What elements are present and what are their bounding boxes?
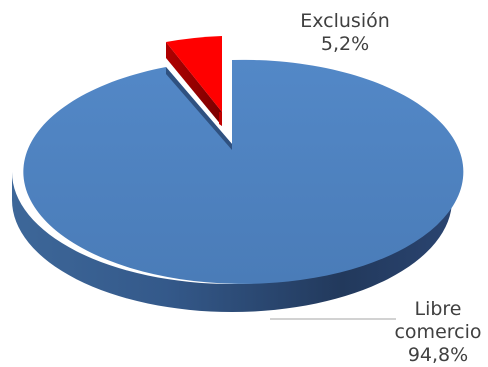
label-libre-comercio-value: 94,8% — [408, 344, 468, 366]
label-exclusion-name: Exclusión — [300, 10, 390, 32]
slice-exclusion-edge — [219, 112, 222, 126]
data-label-exclusion: Exclusión 5,2% — [300, 10, 390, 55]
data-label-libre-comercio: Libre comercio 94,8% — [394, 298, 481, 366]
slice-libre-comercio — [12, 60, 463, 312]
label-libre-comercio-line1: Libre — [414, 298, 461, 320]
label-exclusion-value: 5,2% — [321, 33, 369, 55]
label-libre-comercio-line2: comercio — [394, 321, 481, 343]
slice-libre-comercio-top — [23, 60, 463, 284]
